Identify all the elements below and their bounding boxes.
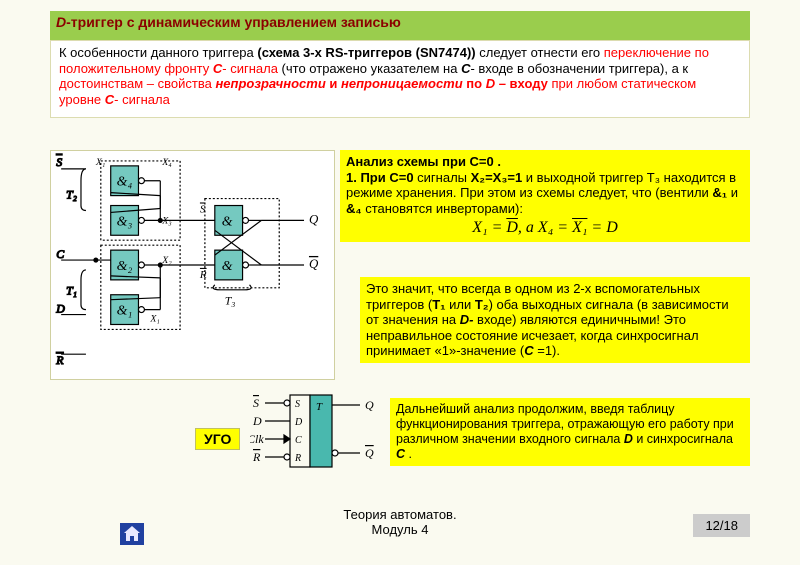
analysis-box-2: Это значит, что всегда в одном из 2-х вс… bbox=[360, 277, 750, 363]
svg-text:R: R bbox=[294, 453, 301, 464]
svg-text:&: & bbox=[222, 214, 233, 229]
svg-text:S: S bbox=[253, 396, 259, 410]
svg-text:Q: Q bbox=[365, 446, 374, 460]
svg-text:&₃: &₃ bbox=[117, 214, 133, 229]
home-icon[interactable] bbox=[120, 523, 144, 545]
circuit-diagram: S C D R T₂ T₁ &₄ &₃ &₂ &₁ X₁ X₄ X₃ X₂ X₁ bbox=[50, 150, 335, 380]
page-number: 12/18 bbox=[693, 514, 750, 537]
svg-text:X₂: X₂ bbox=[161, 255, 172, 266]
svg-text:&₂: &₂ bbox=[117, 259, 133, 274]
title-prefix: D bbox=[56, 14, 66, 30]
footer-line1: Теория автоматов. bbox=[343, 507, 456, 522]
svg-text:T₃: T₃ bbox=[225, 294, 236, 308]
footer-line2: Модуль 4 bbox=[372, 522, 429, 537]
svg-text:Q: Q bbox=[309, 212, 319, 226]
svg-text:S: S bbox=[295, 399, 300, 410]
title-rest: -триггер с динамическим управлением запи… bbox=[66, 14, 401, 30]
svg-text:D: D bbox=[294, 417, 303, 428]
svg-text:Clk: Clk bbox=[250, 432, 264, 446]
svg-text:Q: Q bbox=[309, 257, 319, 271]
svg-text:S: S bbox=[200, 203, 206, 215]
svg-text:R: R bbox=[55, 353, 64, 367]
svg-text:Q: Q bbox=[365, 398, 374, 412]
svg-text:X₁: X₁ bbox=[95, 157, 106, 168]
intro-paragraph: К особенности данного триггера (схема 3-… bbox=[50, 40, 750, 118]
svg-text:X₄: X₄ bbox=[161, 157, 172, 168]
svg-text:D: D bbox=[55, 302, 65, 316]
slide-title: D-триггер с динамическим управлением зап… bbox=[50, 11, 750, 43]
svg-text:&: & bbox=[222, 259, 233, 274]
svg-text:T₂: T₂ bbox=[66, 188, 77, 202]
svg-text:R: R bbox=[252, 450, 261, 464]
formula: X₁ = D, а X₄ = X₁ = D bbox=[346, 218, 744, 237]
ugo-symbol: S D Clk R S D C R T Q Q bbox=[250, 390, 380, 475]
svg-text:C: C bbox=[295, 435, 302, 446]
ugo-label: УГО bbox=[195, 428, 240, 450]
svg-text:T: T bbox=[316, 401, 323, 413]
svg-text:S: S bbox=[56, 155, 62, 169]
svg-text:C: C bbox=[56, 247, 65, 261]
svg-text:&₄: &₄ bbox=[117, 175, 133, 190]
svg-text:R: R bbox=[199, 269, 207, 281]
svg-text:&₁: &₁ bbox=[117, 304, 133, 319]
analysis-box-3: Дальнейший анализ продолжим, введя табли… bbox=[390, 398, 750, 466]
svg-text:D: D bbox=[252, 414, 262, 428]
svg-text:X₁: X₁ bbox=[149, 314, 160, 325]
analysis-box-1: Анализ схемы при С=0 . 1. При С=0 сигнал… bbox=[340, 150, 750, 242]
svg-text:T₁: T₁ bbox=[66, 284, 77, 298]
